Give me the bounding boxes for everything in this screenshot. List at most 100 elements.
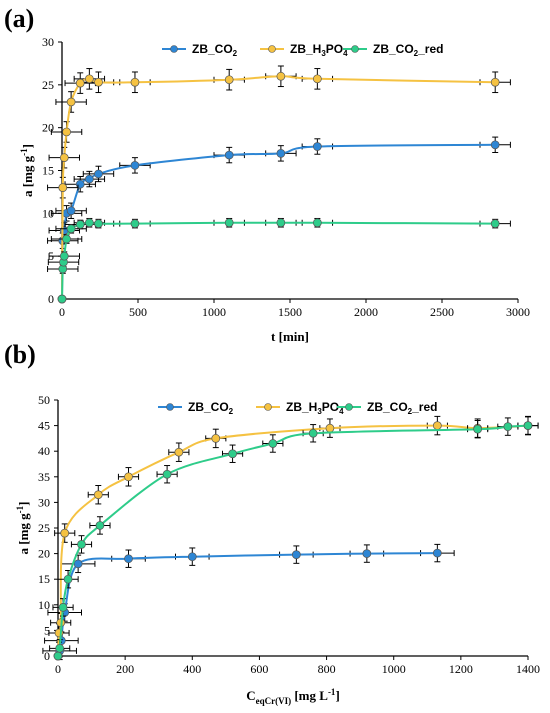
data-point (77, 540, 86, 549)
data-point (66, 97, 76, 107)
data-point (130, 161, 140, 170)
b-y-tick-label: 50 (38, 393, 50, 407)
a-legend-marker (268, 45, 276, 53)
data-point (85, 218, 94, 228)
b-legend-marker (345, 403, 353, 411)
b-x-tick-label: 600 (250, 662, 268, 676)
data-point (93, 490, 103, 500)
data-point (62, 127, 71, 137)
a-y-tick-label: 30 (42, 35, 54, 49)
b-y-tick-label: 20 (38, 547, 50, 561)
b-y-tick-label: 5 (44, 623, 50, 637)
a-y-tick-label: 15 (42, 164, 54, 178)
data-point (60, 528, 70, 538)
a-x-tick-label: 2500 (430, 305, 454, 319)
data-point (57, 294, 67, 304)
b-legend-label: ZB_H3PO4 (286, 400, 344, 416)
b-x-tick-label: 400 (183, 662, 201, 676)
a-x-tick-label: 1000 (202, 305, 226, 319)
data-point (224, 218, 234, 228)
data-point (211, 434, 221, 443)
data-point (94, 219, 103, 228)
b-y-tick-label: 10 (38, 598, 50, 612)
data-point (503, 422, 513, 431)
a-legend-marker (170, 45, 178, 53)
b-y-tick-label: 35 (38, 470, 50, 484)
data-point (63, 574, 73, 584)
data-point (325, 423, 335, 433)
data-point (85, 174, 94, 184)
a-series-1 (47, 65, 511, 304)
b-y-tick-label: 45 (38, 419, 50, 433)
a-legend-label: ZB_CO2_red (373, 42, 443, 58)
data-point (473, 424, 482, 434)
data-point (490, 140, 500, 150)
a-series-2 (47, 217, 511, 304)
data-point (433, 548, 442, 558)
b-y-tick-label: 40 (38, 444, 50, 458)
b-x-tick-label: 0 (55, 662, 61, 676)
data-point (75, 78, 85, 88)
series-line (57, 552, 438, 657)
data-point (276, 71, 286, 81)
a-legend-label: ZB_CO2 (192, 42, 238, 58)
data-point (187, 552, 197, 562)
b-series-2 (49, 416, 539, 661)
data-point (130, 77, 140, 87)
data-point (174, 447, 184, 457)
b-series-1 (48, 415, 539, 661)
a-x-tick-label: 1500 (278, 305, 302, 319)
a-y-tick-label: 25 (42, 78, 54, 92)
b-x-tick-label: 200 (116, 662, 134, 676)
b-x-tick-label: 1000 (382, 662, 406, 676)
b-legend-marker (264, 403, 272, 411)
a-legend-marker (351, 45, 359, 53)
data-point (124, 554, 133, 564)
data-point (268, 439, 278, 448)
b-legend-label: ZB_CO2_red (367, 400, 437, 416)
b-y-tick-label: 30 (38, 495, 50, 509)
b-y-tick-label: 15 (38, 572, 50, 586)
data-point (55, 643, 65, 653)
a-y-axis-title: a [mg g-1] (19, 144, 35, 197)
b-y-tick-label: 25 (38, 521, 50, 535)
b-y-tick-label: 0 (44, 649, 50, 663)
series-line (57, 424, 529, 657)
a-x-axis-title: t [min] (271, 329, 309, 344)
panel-b-label: (b) (4, 340, 36, 369)
data-point (62, 234, 71, 244)
data-point (313, 142, 322, 151)
data-point (224, 150, 234, 160)
b-x-tick-label: 1400 (516, 662, 540, 676)
data-point (94, 169, 103, 179)
a-y-tick-label: 20 (42, 121, 54, 135)
data-point (94, 77, 103, 87)
data-point (362, 549, 372, 558)
b-x-tick-label: 800 (318, 662, 336, 676)
data-point (162, 469, 172, 479)
a-x-tick-label: 2000 (354, 305, 378, 319)
data-point (276, 149, 286, 158)
data-point (124, 472, 133, 482)
b-y-axis-title: a [mg g-1] (15, 501, 31, 554)
data-point (53, 651, 63, 661)
a-x-tick-label: 3000 (506, 305, 530, 319)
data-point (292, 550, 301, 559)
data-point (490, 77, 500, 87)
data-point (313, 74, 322, 84)
chart-b: 0 5 10 15 20 25 30 35 40 45 50 0 200 400 600 800 1000 120… (15, 393, 540, 706)
a-legend-label: ZB_H3PO4 (290, 42, 348, 58)
panel-a-label: (a) (4, 4, 34, 33)
data-point (58, 183, 68, 192)
b-x-axis-title: CeqCr(VI) [mg L-1] (246, 687, 340, 706)
data-point (313, 218, 322, 228)
series-line (61, 75, 496, 300)
a-x-tick-label: 0 (59, 305, 65, 319)
data-point (523, 421, 533, 430)
data-point (59, 153, 69, 162)
data-point (66, 224, 76, 234)
data-point (66, 206, 76, 216)
data-point (75, 220, 85, 229)
series-line (61, 221, 496, 300)
